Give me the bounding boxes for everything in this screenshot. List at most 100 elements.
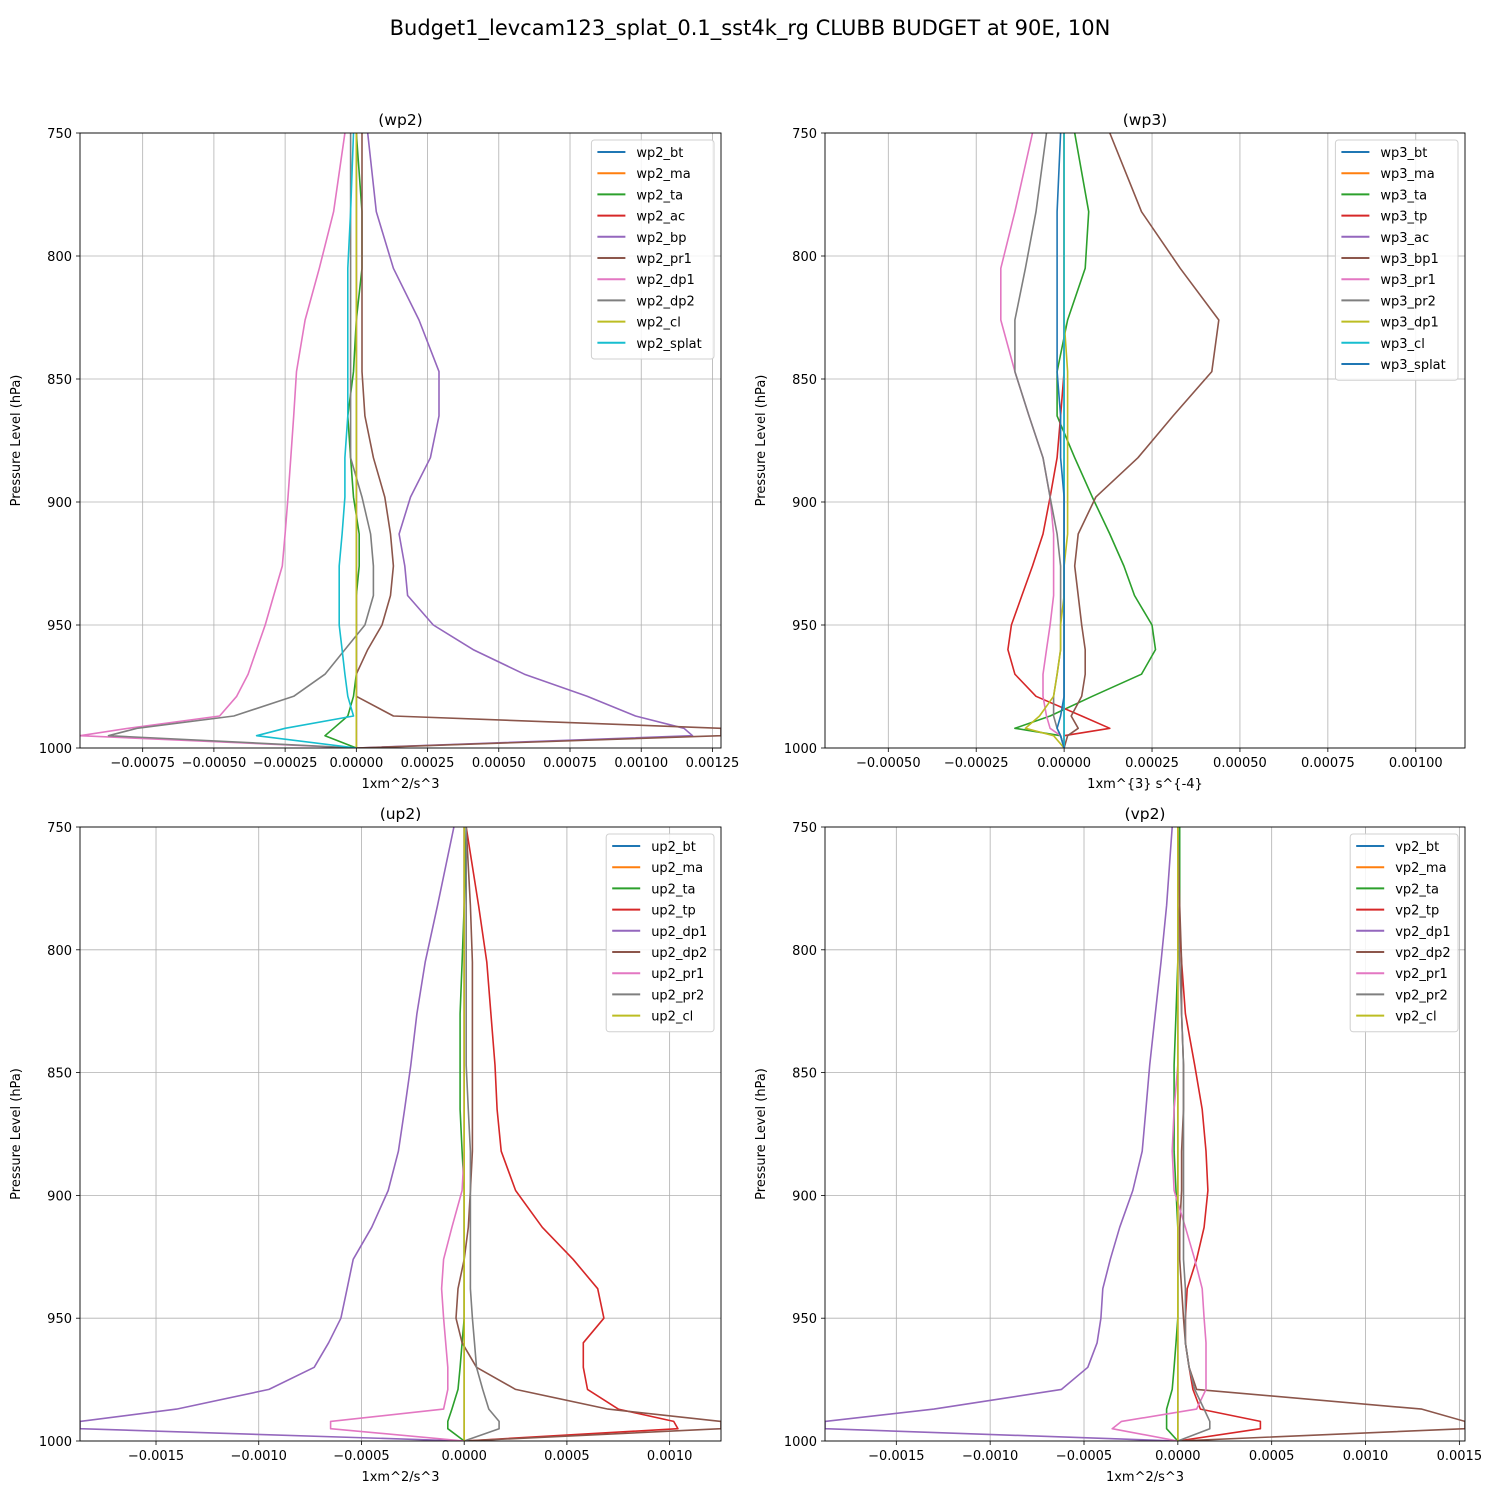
y-tick-label: 1000 <box>784 742 817 757</box>
plot-frame <box>824 826 1466 1442</box>
legend-label: wp2_ma <box>636 167 690 182</box>
x-tick-label: −0.0005 <box>1056 1449 1112 1464</box>
x-tick-label: −0.00025 <box>253 756 318 771</box>
series-group <box>825 827 1465 1441</box>
y-tick-label: 950 <box>792 619 817 634</box>
x-tick-label: 0.00100 <box>614 756 668 771</box>
series-line-wp2_pr1 <box>355 133 721 748</box>
x-tick-label: 0.0005 <box>544 1449 590 1464</box>
y-tick-label: 750 <box>792 127 817 142</box>
legend-label: up2_bt <box>651 840 696 855</box>
legend-label: vp2_tp <box>1395 904 1439 919</box>
series-line-wp3_tp <box>1007 133 1111 748</box>
series-line-up2_pr1 <box>329 827 466 1441</box>
legend-label: vp2_dp2 <box>1395 946 1451 961</box>
x-tick-label: 0.00125 <box>686 756 740 771</box>
y-tick-label: 850 <box>47 1067 72 1082</box>
legend-box <box>1334 139 1459 381</box>
legend-label: wp3_pr2 <box>1380 294 1436 309</box>
y-tick-label: 1000 <box>784 1435 817 1450</box>
plot-frame <box>79 826 722 1442</box>
x-tick-label: −0.0015 <box>868 1449 924 1464</box>
series-line-up2_pr2 <box>463 827 500 1441</box>
series-line-vp2_dp1 <box>825 827 1178 1441</box>
legend-label: wp3_tp <box>1380 210 1427 225</box>
y-tick-label: 950 <box>47 1312 72 1327</box>
legend-label: wp3_bp1 <box>1380 252 1438 267</box>
y-tick-label: 800 <box>47 944 72 959</box>
x-tick-label: 0.00000 <box>329 756 383 771</box>
y-axis-label: Pressure Level (hPa) <box>754 375 769 507</box>
legend-label: wp3_pr1 <box>1380 273 1436 288</box>
x-tick-label: 0.00100 <box>1389 756 1443 771</box>
x-tick-label: 0.00025 <box>401 756 455 771</box>
y-tick-label: 800 <box>792 250 817 265</box>
series-line-wp3_pr1 <box>999 133 1065 748</box>
series-line-up2_dp1 <box>80 827 465 1441</box>
x-tick-label: −0.00050 <box>856 756 921 771</box>
y-tick-label: 900 <box>47 496 72 511</box>
legend-label: wp3_ma <box>1380 167 1434 182</box>
legend-label: wp2_pr1 <box>636 252 692 267</box>
x-tick-label: −0.0005 <box>333 1449 389 1464</box>
x-tick-label: 0.00000 <box>1037 756 1091 771</box>
y-tick-label: 750 <box>792 821 817 836</box>
series-line-wp2_bp <box>356 133 694 748</box>
legend-label: vp2_pr1 <box>1395 967 1448 982</box>
series-line-wp3_splat <box>1056 133 1065 748</box>
series-line-vp2_tp <box>1177 827 1262 1441</box>
x-tick-label: 0.0015 <box>1437 1449 1483 1464</box>
legend: vp2_bt vp2_ma vp2_ta vp2_tp vp2_dp1 vp2_dp2vp… <box>1349 833 1459 1033</box>
legend-label: up2_cl <box>651 1010 693 1025</box>
figure-title: Budget1_levcam123_splat_0.1_sst4k_rg CLU… <box>389 16 1111 40</box>
y-tick-label: 800 <box>47 250 72 265</box>
x-axis-label: 1xm^2/s^3 <box>361 1470 439 1485</box>
x-tick-label: 0.0000 <box>1155 1449 1201 1464</box>
series-line-vp2_pr1 <box>1111 827 1207 1441</box>
panel-title: (vp2) <box>1125 805 1166 823</box>
y-tick-label: 950 <box>792 1312 817 1327</box>
legend-label: up2_ma <box>651 861 703 876</box>
y-tick-label: 850 <box>792 1067 817 1082</box>
y-tick-label: 900 <box>792 1189 817 1204</box>
legend-label: wp3_dp1 <box>1380 316 1438 331</box>
legend-label: vp2_pr2 <box>1395 988 1448 1003</box>
legend-label: up2_dp1 <box>651 925 707 940</box>
series-group <box>999 133 1220 748</box>
legend-label: up2_tp <box>651 904 696 919</box>
legend-label: wp2_bp <box>636 231 686 246</box>
legend-label: wp2_cl <box>636 316 680 331</box>
legend-label: wp3_splat <box>1380 358 1445 373</box>
y-axis-label: Pressure Level (hPa) <box>9 375 24 507</box>
x-tick-label: 0.00050 <box>1213 756 1267 771</box>
x-tick-label: 0.00025 <box>1125 756 1179 771</box>
x-axis-label: 1xm^{3} s^{-4} <box>1087 777 1203 792</box>
legend-label: vp2_dp1 <box>1395 925 1451 940</box>
x-tick-label: 0.00075 <box>1301 756 1355 771</box>
y-tick-label: 750 <box>47 821 72 836</box>
legend-label: wp2_bt <box>636 146 683 161</box>
legend-label: wp2_ta <box>636 188 683 203</box>
legend-label: wp2_ac <box>636 210 685 225</box>
x-tick-label: −0.00075 <box>110 756 175 771</box>
panel-title: (up2) <box>380 805 422 823</box>
legend-box <box>605 833 715 1033</box>
y-tick-label: 1000 <box>39 742 72 757</box>
legend: wp2_bt wp2_ma wp2_ta wp2_ac wp2_bp wp2_pr1 wp2… <box>590 139 715 360</box>
x-axis-label: 1xm^2/s^3 <box>361 777 439 792</box>
legend-label: vp2_ta <box>1395 882 1439 897</box>
x-tick-label: 0.00050 <box>472 756 526 771</box>
plot-frame <box>824 132 1466 749</box>
plot-frame <box>79 132 722 749</box>
legend-label: vp2_ma <box>1395 861 1446 876</box>
chart-panel-up2: −0.0015 −0.0010 −0.0005 0.0000 0.0005 0.0010 7… <box>9 805 722 1485</box>
chart-panel-wp3: −0.00050 −0.00025 0.00000 0.00025 0.00050 0.0… <box>754 111 1466 792</box>
legend-label: wp3_ac <box>1380 231 1429 246</box>
y-axis-label: Pressure Level (hPa) <box>9 1068 24 1200</box>
x-tick-label: −0.0015 <box>128 1449 184 1464</box>
chart-panel-vp2: −0.0015 −0.0010 −0.0005 0.0000 0.0005 0.0010 0… <box>754 805 1482 1485</box>
legend-label: wp2_dp1 <box>636 273 694 288</box>
chart-panel-wp2: −0.00075 −0.00050 −0.00025 0.00000 0.00025 0.… <box>9 111 739 792</box>
legend-label: wp2_splat <box>636 337 701 352</box>
